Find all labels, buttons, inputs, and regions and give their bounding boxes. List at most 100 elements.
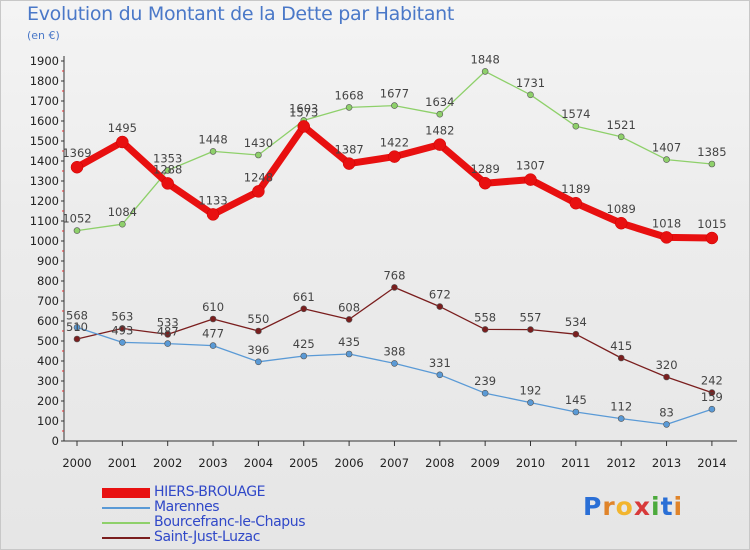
data-label: 1133 bbox=[198, 193, 227, 207]
data-point bbox=[478, 176, 492, 190]
x-tick-label: 2008 bbox=[425, 456, 454, 470]
data-point bbox=[73, 227, 81, 234]
data-point bbox=[481, 68, 489, 75]
data-point bbox=[705, 231, 719, 245]
data-label: 672 bbox=[429, 288, 451, 302]
data-label: 1387 bbox=[334, 143, 363, 157]
y-tick-label: 200 bbox=[37, 394, 59, 408]
data-point bbox=[297, 120, 310, 133]
data-point bbox=[391, 360, 398, 367]
data-label: 1574 bbox=[561, 107, 590, 121]
y-tick-label: 500 bbox=[37, 334, 59, 348]
x-tick-label: 2006 bbox=[334, 456, 363, 470]
data-point bbox=[119, 325, 126, 332]
legend-label: HIERS-BROUAGE bbox=[154, 484, 266, 500]
data-label: 563 bbox=[111, 309, 133, 323]
data-label: 159 bbox=[701, 390, 723, 404]
data-label: 1677 bbox=[380, 87, 409, 101]
data-point bbox=[73, 335, 81, 343]
data-label: 1482 bbox=[425, 124, 454, 138]
data-point bbox=[572, 408, 580, 416]
x-tick-label: 2009 bbox=[471, 456, 500, 470]
data-label: 768 bbox=[383, 268, 405, 282]
data-point bbox=[255, 151, 262, 159]
series-layer bbox=[70, 68, 719, 428]
data-label: 550 bbox=[247, 312, 269, 326]
legend-swatch bbox=[102, 537, 150, 539]
data-point bbox=[116, 135, 129, 149]
data-point bbox=[206, 208, 220, 221]
data-label: 388 bbox=[383, 344, 405, 358]
y-tick-label: 800 bbox=[37, 274, 59, 288]
data-point bbox=[255, 358, 262, 366]
x-tick-label: 2012 bbox=[607, 456, 636, 470]
data-label: 415 bbox=[610, 339, 632, 353]
x-tick-label: 2000 bbox=[62, 456, 91, 470]
data-label: 1307 bbox=[516, 159, 545, 173]
y-tick-label: 1000 bbox=[30, 234, 59, 248]
proxiti-logo: Proxiti bbox=[583, 492, 684, 521]
data-point bbox=[614, 216, 628, 230]
legend-swatch bbox=[102, 507, 150, 509]
data-point bbox=[481, 389, 489, 397]
data-point bbox=[209, 148, 217, 155]
data-label: 1407 bbox=[652, 141, 681, 155]
x-tick-label: 2010 bbox=[516, 456, 545, 470]
data-point bbox=[436, 303, 444, 310]
legend-swatch bbox=[102, 522, 150, 524]
data-point bbox=[527, 91, 534, 99]
y-tick-label: 900 bbox=[37, 254, 59, 268]
data-point bbox=[161, 177, 174, 190]
data-label: 1189 bbox=[561, 182, 590, 196]
axes: 0 100 200 300 400 500 600 700 800 900 1000 1100 1200… bbox=[30, 54, 737, 470]
data-point bbox=[164, 167, 171, 174]
data-label: 1422 bbox=[380, 136, 409, 150]
data-label: 396 bbox=[247, 343, 269, 357]
data-label: 145 bbox=[565, 393, 587, 407]
data-label: 239 bbox=[474, 374, 496, 388]
data-point bbox=[300, 352, 308, 360]
data-point bbox=[436, 371, 444, 379]
data-point bbox=[433, 138, 447, 151]
data-point bbox=[708, 389, 716, 396]
legend-swatch bbox=[102, 488, 150, 498]
data-label: 192 bbox=[520, 384, 542, 398]
data-label: 1084 bbox=[108, 205, 137, 219]
data-point bbox=[300, 305, 308, 313]
data-label: 1573 bbox=[289, 105, 318, 119]
legend-label: Bourcefranc-le-Chapus bbox=[154, 514, 306, 530]
y-tick-label: 1600 bbox=[30, 114, 59, 128]
data-label: 477 bbox=[202, 327, 224, 341]
data-label: 608 bbox=[338, 300, 360, 314]
data-label: 1052 bbox=[62, 212, 91, 226]
data-label: 487 bbox=[157, 325, 179, 339]
y-tick-label: 1100 bbox=[30, 214, 59, 228]
data-point bbox=[708, 160, 716, 168]
data-label: 1018 bbox=[652, 216, 681, 230]
data-point bbox=[569, 196, 583, 210]
data-point bbox=[119, 339, 126, 346]
data-point bbox=[527, 326, 534, 333]
x-tick-label: 2001 bbox=[108, 456, 137, 470]
data-point bbox=[345, 350, 353, 358]
x-tick-label: 2004 bbox=[244, 456, 273, 470]
data-point bbox=[708, 405, 716, 413]
data-label: 112 bbox=[610, 400, 632, 414]
data-label: 493 bbox=[111, 323, 133, 337]
data-point bbox=[388, 150, 401, 163]
y-tick-label: 600 bbox=[37, 314, 59, 328]
legend-label: Saint-Just-Luzac bbox=[154, 529, 261, 545]
data-point bbox=[73, 324, 81, 331]
data-label: 1353 bbox=[153, 151, 182, 165]
data-labels: 510 563 533 610 550 661 608 768 672 558 557 534 415 3… bbox=[62, 52, 726, 419]
data-label: 661 bbox=[293, 290, 315, 304]
data-point bbox=[345, 316, 353, 323]
data-label: 1430 bbox=[244, 136, 273, 150]
data-point bbox=[663, 373, 670, 381]
data-label: 331 bbox=[429, 356, 451, 370]
data-label: 1015 bbox=[697, 217, 726, 231]
data-point bbox=[391, 284, 398, 291]
data-label: 1521 bbox=[607, 118, 636, 132]
data-point bbox=[617, 133, 625, 141]
data-point bbox=[391, 102, 398, 109]
